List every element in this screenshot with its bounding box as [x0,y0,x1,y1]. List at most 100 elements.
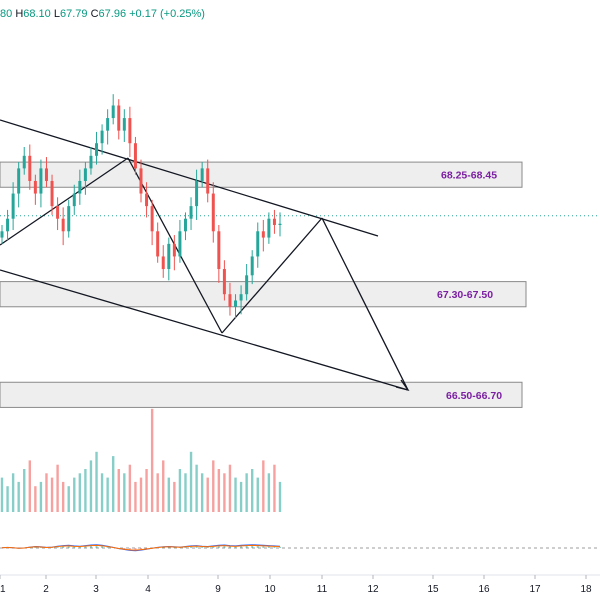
candle-body [17,168,21,194]
oscillator-histogram-bar [228,546,231,548]
candle-body [6,218,10,232]
volume-bar [245,473,248,512]
change-value: +0.17 (+0.25%) [129,8,205,20]
oscillator-histogram-bar [234,546,237,548]
volume-bar [178,469,182,512]
candle-body [95,143,99,156]
volume-bar [11,473,15,512]
oscillator-histogram-bar [39,547,42,548]
oscillator-histogram-bar [173,547,176,548]
candle-body [172,243,176,257]
candle-body [234,300,238,307]
oscillator-histogram-bar [217,546,220,548]
candle-body [56,206,60,219]
volume-bar [195,464,198,512]
candle-body [28,155,32,181]
candle-body [239,294,243,301]
oscillator-histogram-bar [267,546,270,548]
pattern-line [221,217,323,334]
volume-bar [56,464,59,512]
candle-body [267,218,271,238]
candle-body [89,155,93,169]
candles-group [0,94,282,319]
oscillator-histogram-bar [201,546,204,548]
candle-body [22,155,26,169]
ohlc-header: 80 H68.10 L67.79 C67.96 +0.17 (+0.25%) [0,8,205,20]
candle-body [200,168,204,181]
volume-bar [239,481,243,512]
volume-bar [0,477,4,512]
volume-bar [134,481,137,512]
oscillator-histogram-bar [223,546,226,548]
candle-body [161,256,165,270]
close-value: 67.96 [98,8,127,20]
volume-bar [278,481,282,512]
x-axis: 1 2 3 4 9 10 11 12 15 16 17 18 [0,574,600,595]
candle-body [117,105,121,131]
candle-body [250,256,254,276]
candle-body [272,218,276,225]
candle-body [178,231,182,257]
candle-body [33,180,37,194]
candle-body [139,168,143,194]
x-tick-label: 18 [580,584,592,595]
volume-bar [262,460,265,512]
candle-body [78,180,82,194]
trend-pattern-lines [0,119,410,392]
candle-body [278,223,282,225]
oscillator-signal-line [1,544,281,551]
candle-body [111,105,115,119]
x-tick-label: 1 [0,584,6,595]
volume-bar [267,473,271,512]
candle-body [0,231,4,238]
volume-bar [6,486,9,512]
volume-bar [162,460,165,512]
oscillator-histogram-bar [256,546,259,548]
volume-bar [139,477,143,512]
volume-bar [117,469,120,512]
volume-bar [17,481,20,512]
candle-body [67,206,71,232]
candle-body [11,193,15,219]
volume-bar [200,473,204,512]
price-zone-label: 66.50-66.70 [446,390,502,402]
candle-body [195,180,199,207]
pattern-line [0,269,409,391]
oscillator-histogram-bar [273,546,276,548]
volume-bar [61,481,65,512]
x-tick-label: 10 [264,584,276,595]
candle-body [245,275,249,295]
volume-bar [173,481,176,512]
price-zone-label: 67.30-67.50 [437,289,493,301]
oscillator-histogram-bar [262,546,265,548]
candle-body [128,118,132,144]
price-zone [0,381,523,408]
low-value: 67.79 [59,8,88,20]
oscillator-histogram-bar [67,546,70,548]
volume-bar [206,477,209,512]
volume-bar [106,477,109,512]
price-zone-label: 68.25-68.45 [441,170,497,182]
x-tick-label: 16 [478,584,490,595]
oscillator-histogram-bar [106,546,109,548]
x-tick-label: 17 [529,584,541,595]
close-label: C [90,8,99,20]
oscillator-histogram-bar [140,548,142,550]
candle-body [133,143,137,169]
volume-bar [150,408,154,512]
candle-body [39,168,43,194]
oscillator-histogram-bar [245,546,248,548]
oscillator-histogram-bar [62,546,65,548]
high-label: H [15,8,24,20]
candle-body [206,168,210,194]
x-tick-label: 2 [43,584,49,595]
oscillator-histogram-bar [95,545,98,548]
candle-body [122,118,126,131]
x-tick-label: 11 [317,584,328,595]
oscillator-histogram-bar [73,546,76,548]
oscillator-histogram-bar [240,546,243,548]
volume-bar [273,464,276,512]
candle-body [167,243,171,270]
candle-body [156,231,160,257]
